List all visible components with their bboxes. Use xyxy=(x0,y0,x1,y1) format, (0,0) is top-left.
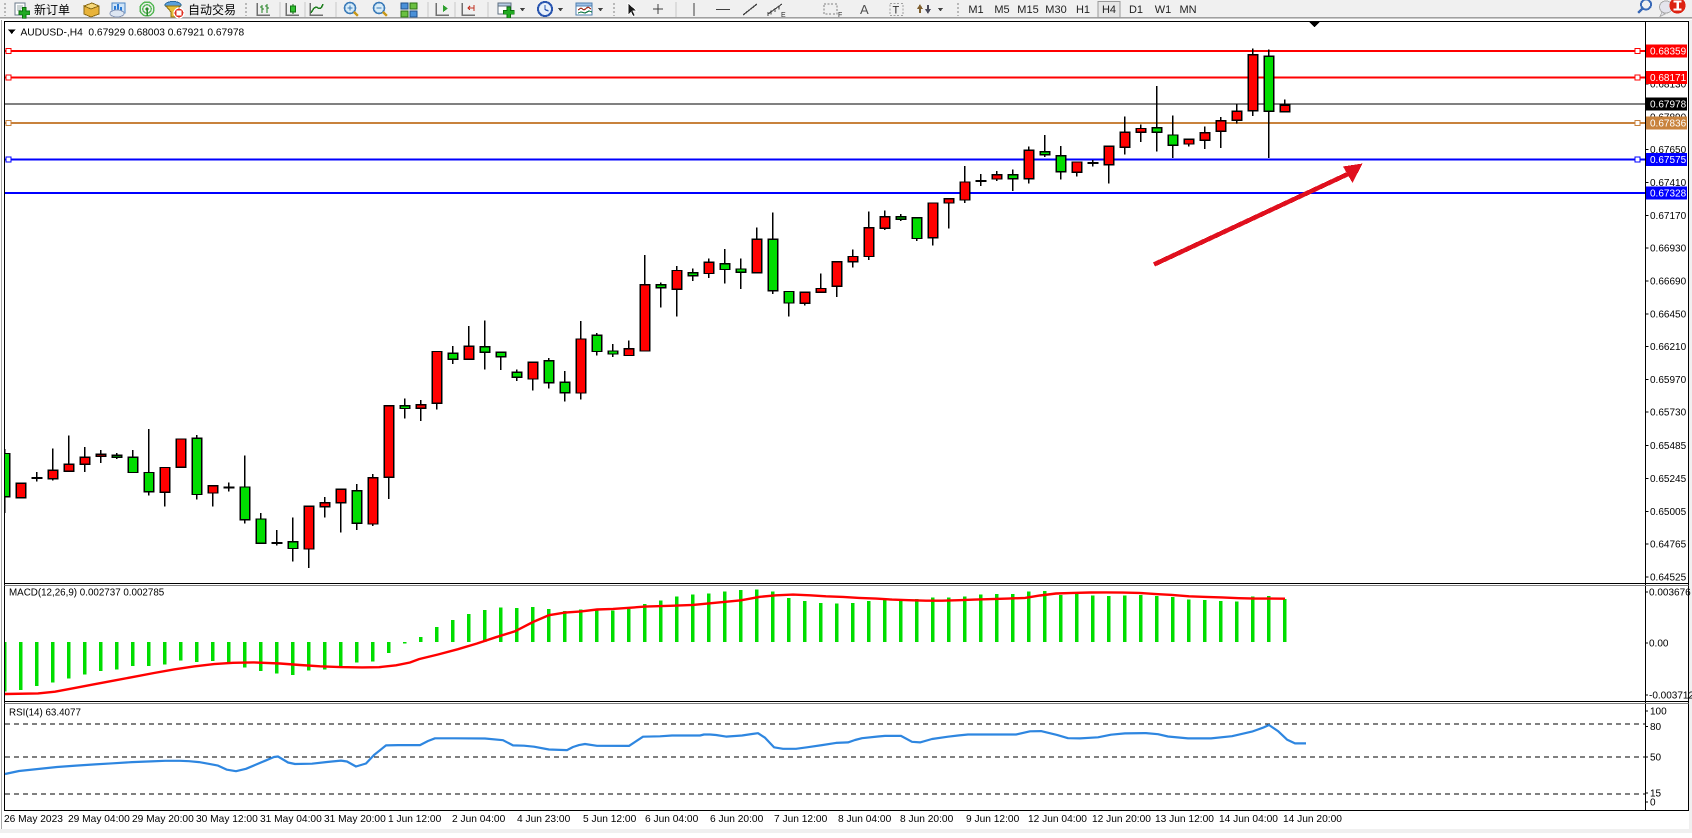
svg-text:M1: M1 xyxy=(968,4,983,16)
svg-text:0.003676: 0.003676 xyxy=(1649,588,1691,599)
svg-text:新订单: 新订单 xyxy=(34,2,70,17)
svg-text:M5: M5 xyxy=(994,4,1009,16)
svg-text:6 Jun 20:00: 6 Jun 20:00 xyxy=(710,814,764,825)
svg-text:M30: M30 xyxy=(1045,4,1066,16)
svg-text:0.67170: 0.67170 xyxy=(1650,211,1687,222)
svg-text:6 Jun 04:00: 6 Jun 04:00 xyxy=(645,814,699,825)
svg-text:A: A xyxy=(860,2,869,17)
svg-text:12 Jun 20:00: 12 Jun 20:00 xyxy=(1092,814,1151,825)
svg-text:0.65005: 0.65005 xyxy=(1650,507,1687,518)
svg-text:T: T xyxy=(893,5,900,17)
svg-text:H1: H1 xyxy=(1076,4,1090,16)
svg-text:AUDUSD-,H4 0.67929 0.68003 0.: AUDUSD-,H4 0.67929 0.68003 0.67921 0.679… xyxy=(21,28,245,39)
svg-text:0.67650: 0.67650 xyxy=(1650,145,1687,156)
svg-text:80: 80 xyxy=(1650,722,1662,733)
svg-text:12 Jun 04:00: 12 Jun 04:00 xyxy=(1028,814,1087,825)
svg-text:D1: D1 xyxy=(1129,4,1143,16)
svg-text:31 May 04:00: 31 May 04:00 xyxy=(260,814,322,825)
svg-text:MACD(12,26,9) 0.002737 0.00278: MACD(12,26,9) 0.002737 0.002785 xyxy=(9,588,165,599)
svg-text:0.67410: 0.67410 xyxy=(1650,178,1687,189)
svg-text:15: 15 xyxy=(1650,789,1662,800)
svg-text:5 Jun 12:00: 5 Jun 12:00 xyxy=(583,814,637,825)
svg-text:H4: H4 xyxy=(1102,4,1116,16)
svg-text:0.65730: 0.65730 xyxy=(1650,408,1687,419)
svg-text:0.65970: 0.65970 xyxy=(1650,375,1687,386)
svg-text:M15: M15 xyxy=(1017,4,1038,16)
svg-text:26 May 2023: 26 May 2023 xyxy=(4,814,63,825)
svg-text:0.66930: 0.66930 xyxy=(1650,244,1687,255)
svg-text:0.68130: 0.68130 xyxy=(1650,80,1687,91)
svg-text:-0.003712: -0.003712 xyxy=(1649,691,1692,702)
svg-text:7 Jun 12:00: 7 Jun 12:00 xyxy=(774,814,828,825)
svg-text:MN: MN xyxy=(1179,4,1196,16)
svg-text:31 May 20:00: 31 May 20:00 xyxy=(324,814,386,825)
svg-text:8 Jun 04:00: 8 Jun 04:00 xyxy=(838,814,892,825)
svg-text:0.68171: 0.68171 xyxy=(1650,73,1687,84)
svg-text:0.68359: 0.68359 xyxy=(1650,47,1687,58)
svg-text:4 Jun 23:00: 4 Jun 23:00 xyxy=(517,814,571,825)
svg-text:9 Jun 12:00: 9 Jun 12:00 xyxy=(966,814,1020,825)
svg-text:2 Jun 04:00: 2 Jun 04:00 xyxy=(452,814,506,825)
svg-text:0.66210: 0.66210 xyxy=(1650,342,1687,353)
svg-text:100: 100 xyxy=(1650,707,1667,718)
svg-text:0: 0 xyxy=(1650,798,1656,809)
svg-text:30 May 12:00: 30 May 12:00 xyxy=(196,814,258,825)
svg-text:1 Jun 12:00: 1 Jun 12:00 xyxy=(388,814,442,825)
svg-text:自动交易: 自动交易 xyxy=(188,2,236,17)
svg-text:0.66450: 0.66450 xyxy=(1650,309,1687,320)
svg-text:29 May 04:00: 29 May 04:00 xyxy=(68,814,130,825)
svg-text:50: 50 xyxy=(1650,753,1662,764)
svg-text:E: E xyxy=(781,12,786,19)
svg-text:14 Jun 04:00: 14 Jun 04:00 xyxy=(1219,814,1278,825)
svg-text:0.64765: 0.64765 xyxy=(1650,540,1687,551)
svg-text:0.66690: 0.66690 xyxy=(1650,276,1687,287)
svg-text:RSI(14) 63.4077: RSI(14) 63.4077 xyxy=(9,708,81,719)
svg-text:0.67836: 0.67836 xyxy=(1650,119,1687,130)
svg-text:0.67328: 0.67328 xyxy=(1650,189,1687,200)
svg-text:0.67575: 0.67575 xyxy=(1650,155,1687,166)
svg-text:F: F xyxy=(838,12,842,19)
svg-text:0.64525: 0.64525 xyxy=(1650,573,1687,584)
svg-text:W1: W1 xyxy=(1155,4,1172,16)
svg-text:13 Jun 12:00: 13 Jun 12:00 xyxy=(1155,814,1214,825)
svg-text:0.65485: 0.65485 xyxy=(1650,441,1687,452)
svg-text:0.67978: 0.67978 xyxy=(1650,100,1687,111)
svg-text:29 May 20:00: 29 May 20:00 xyxy=(132,814,194,825)
svg-text:8 Jun 20:00: 8 Jun 20:00 xyxy=(900,814,954,825)
svg-text:0.00: 0.00 xyxy=(1649,639,1669,650)
svg-text:14 Jun 20:00: 14 Jun 20:00 xyxy=(1283,814,1342,825)
svg-text:0.65245: 0.65245 xyxy=(1650,474,1687,485)
